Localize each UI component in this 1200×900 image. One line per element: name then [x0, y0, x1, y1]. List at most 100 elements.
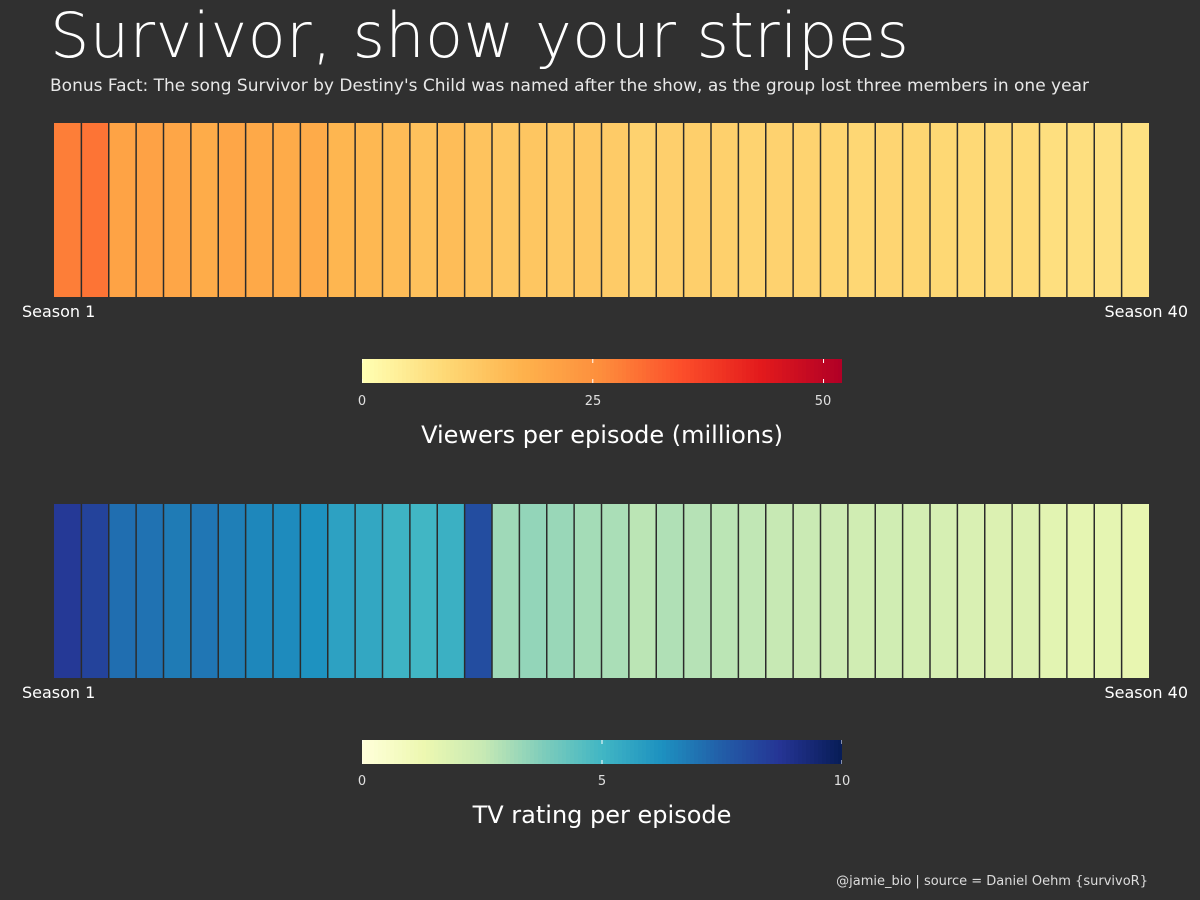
colorbar-segment: [710, 740, 715, 764]
season-stripe: [382, 123, 411, 297]
season-stripe: [108, 504, 137, 678]
season-stripe: [601, 123, 630, 297]
season-stripe: [1066, 123, 1095, 297]
season-stripe: [984, 504, 1013, 678]
colorbar-segment: [362, 359, 367, 383]
colorbar-segment: [654, 740, 659, 764]
colorbar-segment: [566, 740, 571, 764]
colorbar-segment: [374, 740, 379, 764]
season-stripe: [300, 123, 329, 297]
colorbar-segment: [454, 359, 459, 383]
season-stripe: [957, 123, 986, 297]
colorbar-segment: [578, 359, 583, 383]
colorbar-segment: [398, 359, 403, 383]
season-stripe: [546, 123, 575, 297]
season-stripe: [1012, 123, 1041, 297]
season-stripe: [437, 123, 466, 297]
source-caption: @jamie_bio | source = Daniel Oehm {survi…: [836, 874, 1148, 889]
season-stripe: [464, 504, 493, 678]
rating-stripes-plot: [54, 504, 1149, 678]
colorbar-segment: [418, 359, 423, 383]
season-stripe: [683, 504, 712, 678]
season-stripe: [711, 123, 739, 297]
colorbar-segment: [686, 359, 691, 383]
colorbar-segment: [790, 359, 795, 383]
colorbar-segment: [538, 359, 543, 383]
colorbar-segment: [414, 359, 419, 383]
viewers-legend-tick-25: 25: [584, 394, 602, 409]
colorbar-segment: [490, 740, 495, 764]
season-stripe: [628, 123, 657, 297]
colorbar-segment: [778, 359, 783, 383]
colorbar-segment: [538, 740, 543, 764]
viewers-x-label-start: Season 1: [22, 302, 96, 321]
season-stripe: [793, 123, 822, 297]
colorbar-segment: [586, 359, 591, 383]
colorbar-segment: [626, 740, 631, 764]
colorbar-segment: [534, 359, 539, 383]
colorbar-segment: [558, 359, 563, 383]
season-stripe: [1094, 123, 1123, 297]
colorbar-segment: [514, 359, 519, 383]
season-stripe: [847, 504, 876, 678]
colorbar-segment: [430, 359, 435, 383]
season-stripe: [245, 123, 274, 297]
season-stripe: [519, 504, 548, 678]
colorbar-segment: [718, 359, 723, 383]
colorbar-segment: [550, 740, 555, 764]
colorbar-segment: [462, 740, 467, 764]
colorbar-segment: [682, 740, 687, 764]
colorbar-segment: [514, 740, 519, 764]
colorbar-segment: [402, 359, 407, 383]
colorbar-segment: [418, 740, 423, 764]
colorbar-segment: [502, 359, 507, 383]
season-stripe: [1094, 504, 1123, 678]
colorbar-segment: [706, 740, 711, 764]
colorbar-segment: [602, 740, 607, 764]
season-stripe: [108, 123, 137, 297]
colorbar-segment: [498, 359, 503, 383]
season-stripe: [54, 504, 82, 678]
colorbar-segment: [662, 359, 667, 383]
colorbar-segment: [738, 359, 743, 383]
colorbar-segment: [786, 740, 791, 764]
colorbar-segment: [750, 740, 755, 764]
colorbar-segment: [450, 740, 455, 764]
colorbar-segment: [794, 740, 799, 764]
season-stripe: [163, 123, 192, 297]
colorbar-segment: [590, 359, 595, 383]
colorbar-segment: [434, 740, 439, 764]
colorbar-segment: [482, 740, 487, 764]
colorbar-segment: [694, 359, 699, 383]
colorbar-segment: [490, 359, 495, 383]
colorbar-segment: [570, 740, 575, 764]
colorbar-segment: [582, 359, 587, 383]
viewers-colorbar: [362, 359, 842, 383]
rating-legend-tick-5: 5: [597, 774, 607, 789]
season-stripe: [218, 504, 247, 678]
colorbar-segment: [554, 740, 559, 764]
colorbar-segment: [814, 740, 819, 764]
colorbar-segment: [546, 740, 551, 764]
colorbar-segment: [466, 359, 471, 383]
colorbar-segment: [494, 359, 499, 383]
colorbar-segment: [610, 359, 615, 383]
season-stripe: [601, 504, 630, 678]
colorbar-segment: [534, 740, 539, 764]
season-stripe: [683, 123, 712, 297]
colorbar-segment: [462, 359, 467, 383]
colorbar-segment: [390, 740, 395, 764]
season-stripe: [711, 504, 739, 678]
season-stripe: [81, 504, 110, 678]
colorbar-segment: [382, 740, 387, 764]
colorbar-segment: [638, 740, 643, 764]
colorbar-segment: [782, 359, 787, 383]
colorbar-segment: [406, 740, 411, 764]
colorbar-segment: [610, 740, 615, 764]
colorbar-segment: [670, 740, 675, 764]
colorbar-segment: [682, 359, 687, 383]
colorbar-segment: [690, 359, 695, 383]
viewers-x-label-end: Season 40: [1104, 302, 1188, 321]
colorbar-segment: [398, 740, 403, 764]
season-stripe: [492, 123, 520, 297]
